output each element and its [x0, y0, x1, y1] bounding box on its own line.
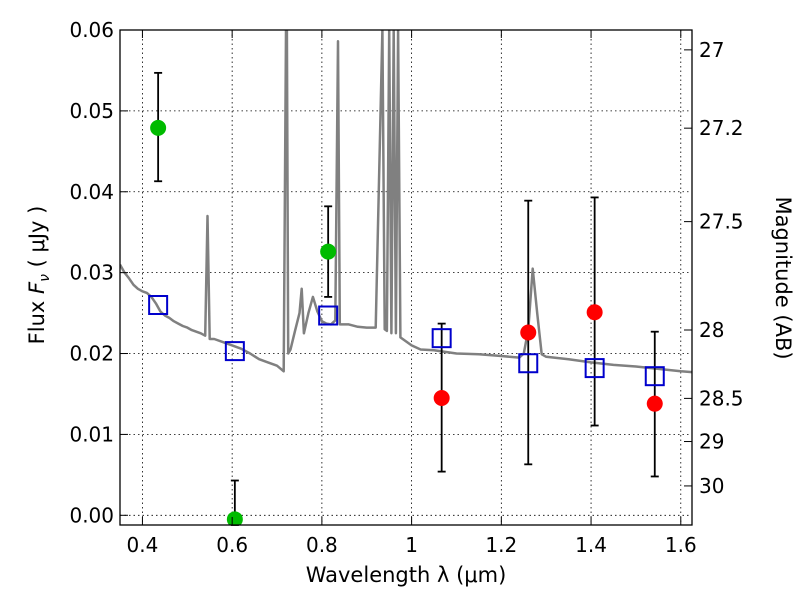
y2-tick-label: 28 — [699, 318, 724, 342]
model-spectrum-line — [120, 30, 692, 374]
model-photometry-square — [148, 295, 169, 315]
y2-tick-label: 27 — [699, 38, 724, 62]
model-photometry-square — [224, 341, 245, 362]
y2-tick-label: 28.5 — [699, 386, 744, 410]
data-point — [520, 324, 537, 341]
data-point — [150, 119, 167, 136]
y2-axis-label: Magnitude (AB) — [771, 196, 795, 359]
y-tick-label: 0.03 — [69, 261, 114, 285]
ticks: 0.4 0.6 0.8 1 1.2 1.4 1.6 0.00 0.01 0.02 0.03 0.04 0… — [69, 18, 743, 557]
model-photometry-square — [431, 328, 452, 349]
data-point — [226, 511, 243, 525]
data-markers-layer — [148, 71, 665, 526]
data-point — [586, 304, 603, 321]
plot-frame — [119, 29, 693, 526]
x-tick-label: 0.4 — [127, 533, 159, 557]
model-photometry-square — [518, 353, 539, 374]
x-tick-label: 1 — [405, 533, 418, 557]
x-tick-label: 0.6 — [216, 533, 248, 557]
y2-tick-label: 27.5 — [699, 210, 744, 234]
y2-tick-label: 27.2 — [699, 116, 744, 140]
x-tick-label: 1.6 — [665, 533, 697, 557]
data-point — [646, 395, 663, 412]
y-tick-label: 0.06 — [69, 18, 114, 42]
model-photometry-square — [318, 305, 339, 326]
x-tick-label: 1.4 — [575, 533, 607, 557]
y-tick-label: 0.02 — [69, 342, 114, 366]
y2-tick-label: 29 — [699, 430, 724, 454]
grid — [120, 29, 692, 525]
y-tick-label: 0.04 — [69, 180, 114, 204]
x-tick-label: 1.2 — [485, 533, 517, 557]
y2-tick-label: 30 — [699, 474, 724, 498]
model-spectrum-layer — [120, 30, 692, 374]
y-tick-label: 0.00 — [69, 503, 114, 527]
data-point — [433, 390, 450, 407]
data-point — [320, 243, 337, 260]
y-tick-label: 0.01 — [69, 422, 114, 446]
y-axis-label: Flux Fν ( μJy ) — [25, 206, 53, 345]
y-tick-label: 0.05 — [69, 99, 114, 123]
x-axis-label: Wavelength λ (μm) — [306, 563, 507, 587]
model-photometry-square — [644, 366, 665, 387]
x-tick-label: 0.8 — [306, 533, 338, 557]
model-photometry-square — [584, 358, 605, 379]
